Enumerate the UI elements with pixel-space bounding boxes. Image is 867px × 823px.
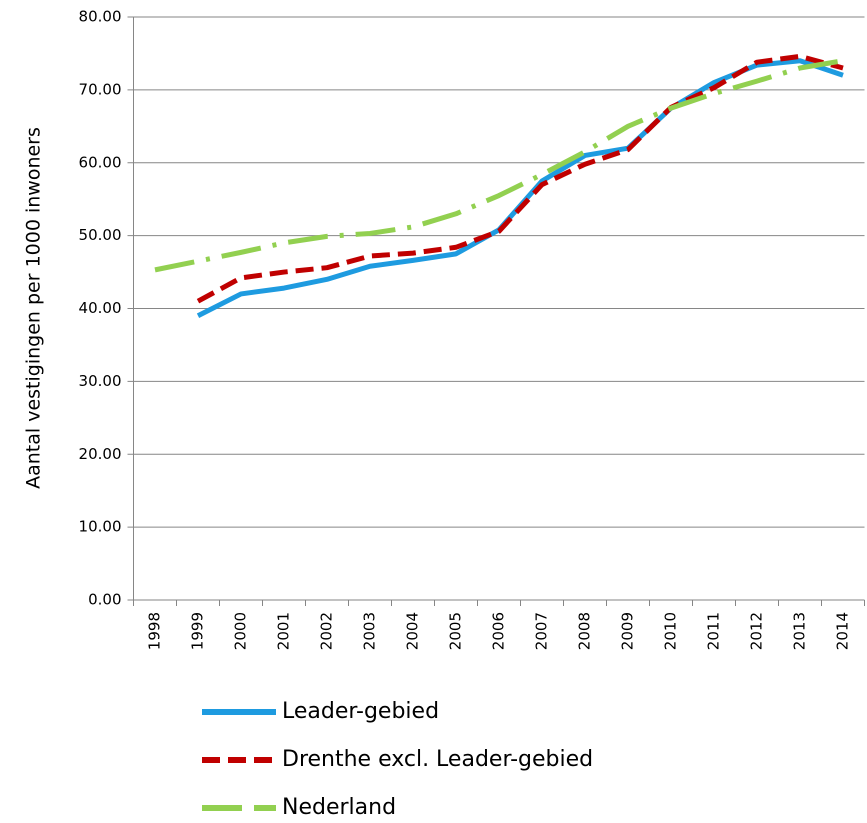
x-tick-label: 1999: [189, 612, 207, 650]
x-tick-label: 2011: [705, 612, 723, 650]
x-tick-label: 2013: [791, 612, 809, 650]
x-tick-label: 2002: [318, 612, 336, 650]
series-line: [154, 58, 844, 273]
y-tick-label: 40.00: [79, 299, 122, 317]
legend-label: Nederland: [282, 795, 396, 820]
series-line: [196, 53, 844, 304]
y-axis-title: Aantal vestigingen per 1000 inwoners: [23, 127, 45, 489]
x-tick-label: 2010: [662, 612, 680, 650]
y-tick-label: 30.00: [79, 372, 122, 390]
x-tick-label: 2014: [834, 612, 852, 650]
x-tick-label: 2005: [447, 612, 465, 650]
x-tick-label: 2001: [275, 612, 293, 650]
x-tick-label: 2007: [533, 612, 551, 650]
y-tick-label: 20.00: [79, 445, 122, 463]
legend-label: Drenthe excl. Leader-gebied: [282, 747, 593, 772]
x-tick-label: 2009: [619, 612, 637, 650]
y-tick-label: 50.00: [79, 226, 122, 244]
y-tick-label: 60.00: [79, 153, 122, 171]
y-tick-label: 80.00: [79, 8, 122, 26]
x-tick-label: 2006: [490, 612, 508, 650]
y-tick-label: 0.00: [88, 591, 121, 609]
x-tick-label: 2000: [232, 612, 250, 650]
y-tick-label: 70.00: [79, 80, 122, 98]
x-tick-label: 2012: [748, 612, 766, 650]
x-tick-label: 2008: [576, 612, 594, 650]
y-tick-label: 10.00: [79, 518, 122, 536]
series-line: [196, 58, 844, 319]
legend-label: Leader-gebied: [282, 699, 439, 724]
x-tick-label: 1998: [146, 612, 164, 650]
x-tick-label: 2004: [404, 612, 422, 650]
x-tick-label: 2003: [361, 612, 379, 650]
